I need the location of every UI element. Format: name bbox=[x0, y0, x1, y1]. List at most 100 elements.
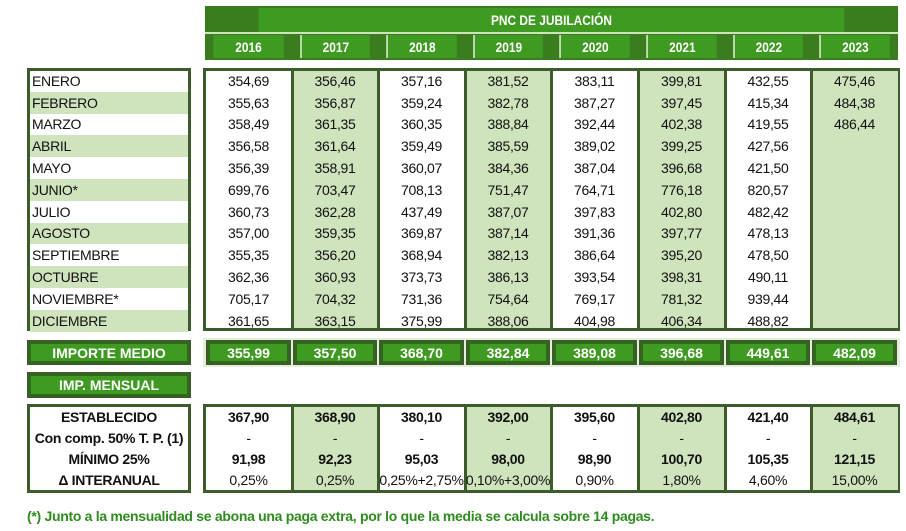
month-value-cell bbox=[811, 157, 898, 179]
month-value-cell: 381,52 bbox=[487, 72, 529, 89]
year-header-2019: 2019 bbox=[473, 35, 543, 58]
month-label: ENERO bbox=[32, 72, 81, 89]
month-value-cell: 399,25 bbox=[660, 138, 703, 155]
mensual-value-cell: 4,60% bbox=[748, 471, 788, 488]
mensual-value-cell: - bbox=[419, 430, 424, 447]
month-value-cell: 360,07 bbox=[400, 160, 443, 177]
mensual-value-cell: 484,61 bbox=[833, 409, 876, 426]
month-value-cell: 478,50 bbox=[747, 247, 789, 264]
month-value-cell: 356,46 bbox=[314, 72, 356, 89]
mensual-value-cell: 95,03 bbox=[404, 450, 439, 467]
month-value-cell: 488,82 bbox=[747, 312, 789, 329]
month-value-cell: 404,98 bbox=[573, 312, 616, 329]
mensual-value-cell: 121,15 bbox=[833, 450, 876, 467]
column-shade bbox=[292, 71, 378, 328]
mensual-value-cell: 395,60 bbox=[573, 409, 616, 426]
mensual-value-cell: 392,00 bbox=[487, 409, 529, 426]
column-divider bbox=[550, 404, 553, 493]
month-value-cell: 387,07 bbox=[487, 203, 529, 220]
month-value-cell: 382,78 bbox=[487, 94, 529, 111]
month-value-cell: 369,87 bbox=[400, 225, 443, 242]
month-value-cell: 373,73 bbox=[400, 269, 443, 286]
month-label: MARZO bbox=[32, 116, 82, 133]
month-value-cell: 406,34 bbox=[660, 312, 703, 329]
month-value-cell: 397,45 bbox=[660, 94, 703, 111]
month-label: SEPTIEMBRE bbox=[32, 247, 120, 264]
month-value-cell: 939,44 bbox=[747, 290, 789, 307]
month-value-cell: 397,83 bbox=[573, 203, 616, 220]
mensual-value-cell: 0,10%+3,00% bbox=[465, 471, 551, 488]
year-header-2023: 2023 bbox=[819, 35, 890, 58]
month-value-cell: 419,55 bbox=[747, 116, 789, 133]
importe-medio-value: 368,70 bbox=[381, 342, 462, 363]
month-value-cell: 395,20 bbox=[660, 247, 703, 264]
month-value-cell: 388,84 bbox=[487, 116, 529, 133]
mensual-row-label: Δ INTERANUAL bbox=[58, 471, 160, 488]
month-value-cell: 396,68 bbox=[660, 160, 703, 177]
month-value-cell bbox=[811, 201, 898, 223]
month-value-cell: 415,34 bbox=[747, 94, 789, 111]
mensual-row-label: ESTABLECIDO bbox=[61, 409, 157, 426]
imp-mensual-label: IMP. MENSUAL bbox=[29, 374, 189, 396]
mensual-value-cell: - bbox=[332, 430, 338, 447]
month-value-cell: 781,32 bbox=[660, 290, 703, 307]
month-value-cell: 363,15 bbox=[314, 312, 356, 329]
month-label: ABRIL bbox=[30, 135, 188, 158]
month-value-cell: 699,76 bbox=[227, 181, 270, 198]
month-label: JUNIO* bbox=[30, 179, 188, 201]
month-value-cell: 383,11 bbox=[574, 72, 615, 89]
month-value-cell: 389,02 bbox=[573, 138, 616, 155]
month-value-cell: 705,17 bbox=[227, 290, 270, 307]
month-value-cell: 357,16 bbox=[400, 72, 443, 89]
month-value-cell: 398,31 bbox=[660, 269, 703, 286]
mensual-value-cell: 15,00% bbox=[831, 471, 878, 488]
month-value-cell: 358,49 bbox=[227, 116, 270, 133]
month-value-cell: 359,35 bbox=[314, 225, 356, 242]
month-value-cell: 385,59 bbox=[487, 138, 529, 155]
month-value-cell: 751,47 bbox=[487, 181, 529, 198]
mensual-row-label: MÍNIMO 25% bbox=[68, 450, 150, 467]
month-value-cell: 384,36 bbox=[487, 160, 529, 177]
month-value-cell bbox=[811, 244, 898, 266]
month-value-cell: 382,13 bbox=[487, 247, 529, 264]
month-value-cell bbox=[811, 310, 898, 332]
month-value-cell: 357,00 bbox=[227, 225, 270, 242]
month-value-cell: 703,47 bbox=[314, 181, 356, 198]
month-value-cell: 355,63 bbox=[227, 94, 270, 111]
month-value-cell: 776,18 bbox=[660, 181, 703, 198]
month-value-cell: 386,13 bbox=[487, 269, 529, 286]
mensual-value-cell: 368,90 bbox=[314, 409, 356, 426]
month-value-cell: 486,44 bbox=[833, 116, 876, 133]
importe-medio-value: 482,09 bbox=[814, 342, 895, 363]
month-value-cell: 360,35 bbox=[400, 116, 443, 133]
mensual-value-cell: 91,98 bbox=[231, 450, 266, 467]
month-value-cell: 361,35 bbox=[314, 116, 356, 133]
month-value-cell: 820,57 bbox=[747, 181, 789, 198]
month-value-cell: 388,06 bbox=[487, 312, 529, 329]
month-value-cell: 356,58 bbox=[227, 138, 270, 155]
month-value-cell: 356,87 bbox=[314, 94, 356, 111]
year-header-2016: 2016 bbox=[213, 35, 284, 58]
mensual-labels-box bbox=[27, 404, 191, 493]
month-value-cell: 704,32 bbox=[314, 290, 356, 307]
month-value-cell: 475,46 bbox=[833, 72, 876, 89]
column-shade bbox=[811, 71, 898, 328]
column-divider bbox=[724, 404, 727, 493]
column-divider bbox=[377, 68, 380, 331]
month-value-cell: 478,13 bbox=[747, 225, 789, 242]
month-value-cell: 769,17 bbox=[573, 290, 616, 307]
month-value-cell: 362,28 bbox=[314, 203, 356, 220]
mensual-value-cell: - bbox=[765, 430, 771, 447]
year-header-2020: 2020 bbox=[559, 35, 630, 58]
mensual-value-cell: 105,35 bbox=[747, 450, 789, 467]
month-value-cell: 402,38 bbox=[660, 116, 703, 133]
mensual-value-cell: 0,90% bbox=[575, 471, 614, 488]
header-divider bbox=[205, 32, 898, 34]
month-label: FEBRERO bbox=[30, 91, 188, 114]
month-value-cell bbox=[811, 223, 898, 245]
month-value-cell: 402,80 bbox=[660, 203, 703, 220]
month-value-cell: 391,36 bbox=[573, 225, 616, 242]
column-divider bbox=[810, 404, 813, 493]
column-divider bbox=[291, 404, 294, 493]
month-value-cell bbox=[811, 179, 898, 201]
